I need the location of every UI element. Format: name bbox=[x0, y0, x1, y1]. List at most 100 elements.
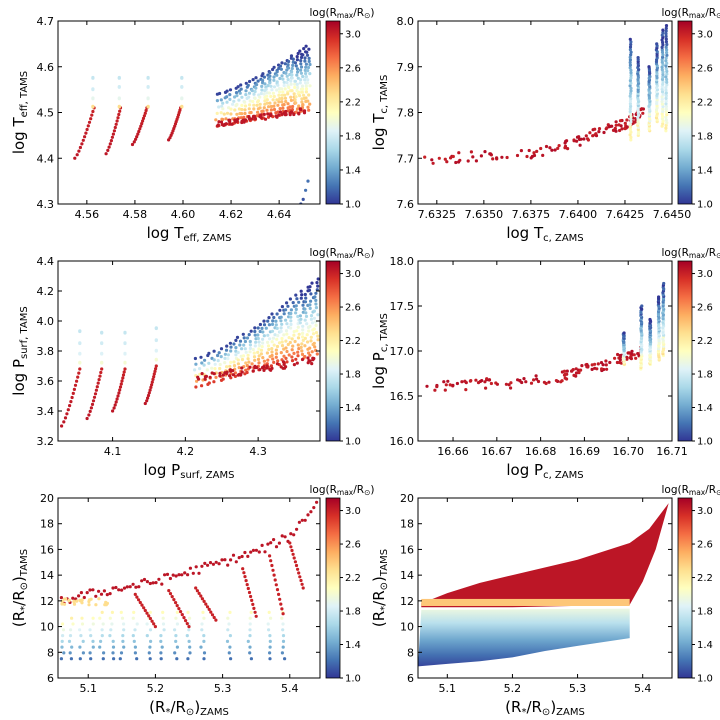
data-point bbox=[595, 367, 599, 371]
data-point bbox=[247, 95, 251, 99]
chart-radius-filled-zams-vs-tams: 5.1 5.2 5.3 5.4 6 8 10 12 14 16 18 20 (R*/R⊙)ZAMS (R*… bbox=[370, 484, 720, 718]
data-point bbox=[132, 610, 136, 615]
y-tick-label: 16.0 bbox=[390, 435, 415, 448]
data-point bbox=[244, 368, 248, 372]
data-point bbox=[240, 120, 244, 125]
data-point bbox=[140, 603, 144, 607]
data-point bbox=[81, 138, 85, 142]
data-point bbox=[59, 657, 64, 661]
data-point bbox=[68, 404, 72, 408]
data-point bbox=[297, 332, 301, 336]
plot-frame bbox=[57, 260, 321, 442]
data-point bbox=[268, 71, 272, 75]
data-point bbox=[423, 155, 427, 159]
data-point bbox=[257, 354, 261, 358]
data-point bbox=[200, 384, 204, 388]
data-point bbox=[69, 400, 73, 404]
data-point bbox=[243, 104, 248, 108]
data-point bbox=[263, 102, 267, 106]
data-point bbox=[142, 577, 147, 582]
data-point bbox=[140, 122, 144, 126]
data-point bbox=[280, 87, 284, 91]
data-point bbox=[117, 391, 121, 395]
data-point bbox=[288, 541, 292, 545]
data-point bbox=[622, 331, 626, 335]
data-point bbox=[214, 618, 218, 622]
data-point bbox=[437, 156, 441, 160]
colorbar-title: log(Rmax/R⊙) bbox=[662, 247, 720, 260]
data-point bbox=[298, 314, 302, 318]
data-point bbox=[660, 60, 664, 64]
data-point bbox=[613, 356, 617, 360]
data-point bbox=[269, 559, 273, 563]
plot-area bbox=[425, 281, 666, 392]
data-point bbox=[236, 362, 240, 366]
data-point bbox=[443, 157, 447, 161]
data-point bbox=[232, 342, 236, 346]
data-point bbox=[579, 368, 583, 372]
data-point bbox=[258, 115, 262, 119]
data-point bbox=[253, 89, 257, 94]
data-point bbox=[238, 373, 242, 377]
data-point bbox=[108, 616, 112, 620]
data-point bbox=[304, 90, 308, 94]
colorbar-tick-label: 1.4 bbox=[345, 640, 361, 651]
data-point bbox=[308, 62, 312, 67]
data-point bbox=[463, 379, 467, 383]
data-point bbox=[260, 543, 264, 548]
data-point bbox=[262, 319, 266, 323]
data-point bbox=[301, 328, 305, 332]
data-point bbox=[77, 371, 81, 375]
data-point bbox=[282, 362, 286, 366]
data-point bbox=[282, 80, 286, 84]
data-point bbox=[665, 121, 669, 125]
y-tick-label: 16 bbox=[400, 543, 414, 556]
data-point bbox=[259, 348, 264, 352]
data-point bbox=[629, 130, 633, 134]
data-point bbox=[261, 78, 265, 83]
data-point bbox=[585, 365, 589, 369]
data-point bbox=[113, 125, 117, 130]
data-point bbox=[278, 97, 282, 101]
data-point bbox=[469, 150, 473, 154]
data-point bbox=[274, 348, 278, 352]
data-point bbox=[306, 65, 311, 70]
data-point bbox=[664, 26, 668, 30]
data-point bbox=[276, 359, 280, 363]
data-point bbox=[284, 329, 289, 333]
data-point bbox=[629, 115, 633, 119]
data-point bbox=[262, 75, 266, 79]
data-point bbox=[87, 599, 91, 604]
data-point bbox=[288, 297, 292, 301]
data-point bbox=[226, 616, 230, 620]
data-point bbox=[300, 84, 305, 88]
data-point bbox=[660, 58, 664, 62]
data-point bbox=[230, 122, 234, 126]
data-point bbox=[303, 336, 307, 340]
data-point bbox=[91, 639, 95, 644]
data-point bbox=[267, 105, 271, 109]
data-point bbox=[120, 588, 124, 592]
data-point bbox=[83, 135, 87, 139]
data-point bbox=[234, 91, 239, 95]
data-point bbox=[610, 124, 614, 128]
data-point bbox=[271, 568, 275, 572]
data-point bbox=[275, 326, 279, 330]
data-point bbox=[100, 610, 104, 615]
data-point bbox=[661, 28, 665, 32]
data-point bbox=[284, 356, 288, 360]
data-point bbox=[218, 366, 222, 371]
data-point bbox=[137, 598, 141, 602]
data-point bbox=[289, 311, 293, 316]
data-point bbox=[141, 116, 146, 120]
data-point bbox=[661, 63, 665, 67]
data-point bbox=[121, 373, 126, 377]
y-axis-label: log Psurf, TAMS bbox=[10, 306, 30, 395]
data-point bbox=[262, 112, 266, 116]
data-point bbox=[594, 132, 598, 136]
data-point bbox=[281, 639, 286, 644]
data-point bbox=[299, 345, 303, 349]
data-point bbox=[314, 348, 318, 352]
data-point bbox=[251, 369, 255, 373]
data-point bbox=[160, 645, 164, 649]
